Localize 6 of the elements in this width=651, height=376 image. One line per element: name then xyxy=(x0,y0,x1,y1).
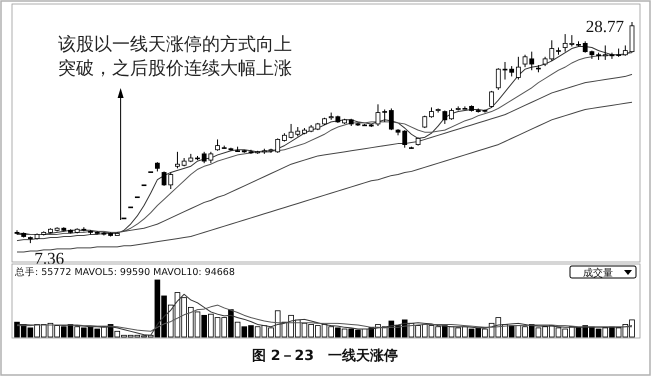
annotation: 28.77 xyxy=(586,17,624,36)
chart-title: 总手: 55772 MAVOL5: 99590 MAVOL10: 94668 xyxy=(14,266,235,278)
annotation: 该股以一线天涨停的方式向上突破，之后股价连续大幅上涨 xyxy=(58,33,293,81)
text: 7.36 xyxy=(34,249,64,268)
text: 成交量 xyxy=(583,267,613,279)
caption: 图 2－23 一线天涨停 xyxy=(252,348,398,364)
